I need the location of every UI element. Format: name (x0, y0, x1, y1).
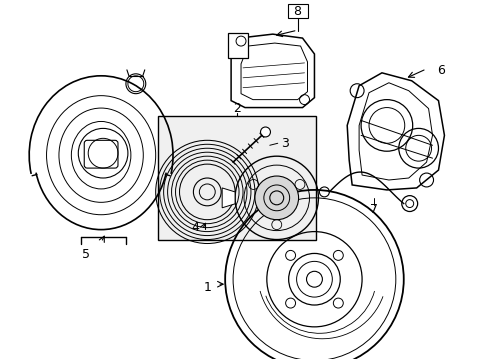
Text: 6: 6 (437, 64, 445, 77)
Polygon shape (231, 34, 314, 108)
Text: 3: 3 (280, 137, 288, 150)
Bar (228, 33, 247, 58)
Text: 1: 1 (203, 281, 211, 294)
Polygon shape (346, 73, 444, 190)
Polygon shape (222, 188, 235, 208)
Text: 2: 2 (233, 102, 241, 115)
Text: 4: 4 (191, 221, 199, 234)
Text: 5: 5 (82, 248, 90, 261)
Bar (157, 116, 316, 239)
Text: 7: 7 (369, 203, 377, 216)
Circle shape (254, 176, 298, 220)
Circle shape (260, 127, 270, 137)
Text: 8: 8 (293, 5, 301, 18)
Bar (287, 4, 307, 18)
